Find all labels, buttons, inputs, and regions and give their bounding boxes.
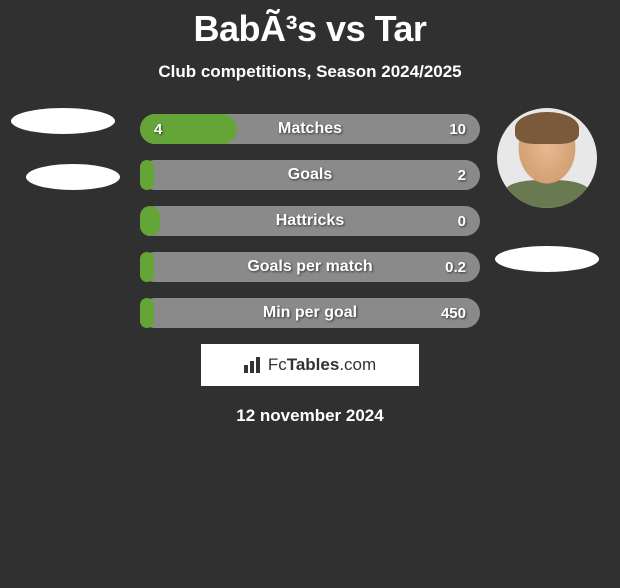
logo-bold: Tables	[287, 355, 340, 374]
stat-row: 0.2Goals per match	[140, 252, 480, 282]
page-title: BabÃ³s vs Tar	[0, 8, 620, 50]
stat-row: 0Hattricks	[140, 206, 480, 236]
logo-text: FcTables.com	[244, 355, 376, 375]
logo-suffix: .com	[339, 355, 376, 374]
right-player-avatar	[497, 108, 597, 208]
stat-label: Goals per match	[140, 252, 480, 282]
fctables-logo: FcTables.com	[201, 344, 419, 386]
page-subtitle: Club competitions, Season 2024/2025	[0, 62, 620, 82]
stat-row: 2Goals	[140, 160, 480, 190]
left-player-avatar-placeholder	[11, 108, 115, 134]
right-player-name-placeholder	[495, 246, 599, 272]
left-player-name-placeholder	[26, 164, 120, 190]
stat-label: Matches	[140, 114, 480, 144]
bar-chart-icon	[244, 357, 264, 373]
date-text: 12 november 2024	[0, 406, 620, 426]
stat-row: 450Min per goal	[140, 298, 480, 328]
comparison-content: 410Matches 2Goals 0Hattricks 0.2Goals per m…	[0, 114, 620, 426]
stat-row: 410Matches	[140, 114, 480, 144]
stat-label: Goals	[140, 160, 480, 190]
left-player-area	[8, 108, 118, 190]
stats-bars: 410Matches 2Goals 0Hattricks 0.2Goals per m…	[140, 114, 480, 328]
stat-label: Min per goal	[140, 298, 480, 328]
right-player-area	[492, 108, 602, 272]
stat-label: Hattricks	[140, 206, 480, 236]
logo-prefix: Fc	[268, 355, 287, 374]
